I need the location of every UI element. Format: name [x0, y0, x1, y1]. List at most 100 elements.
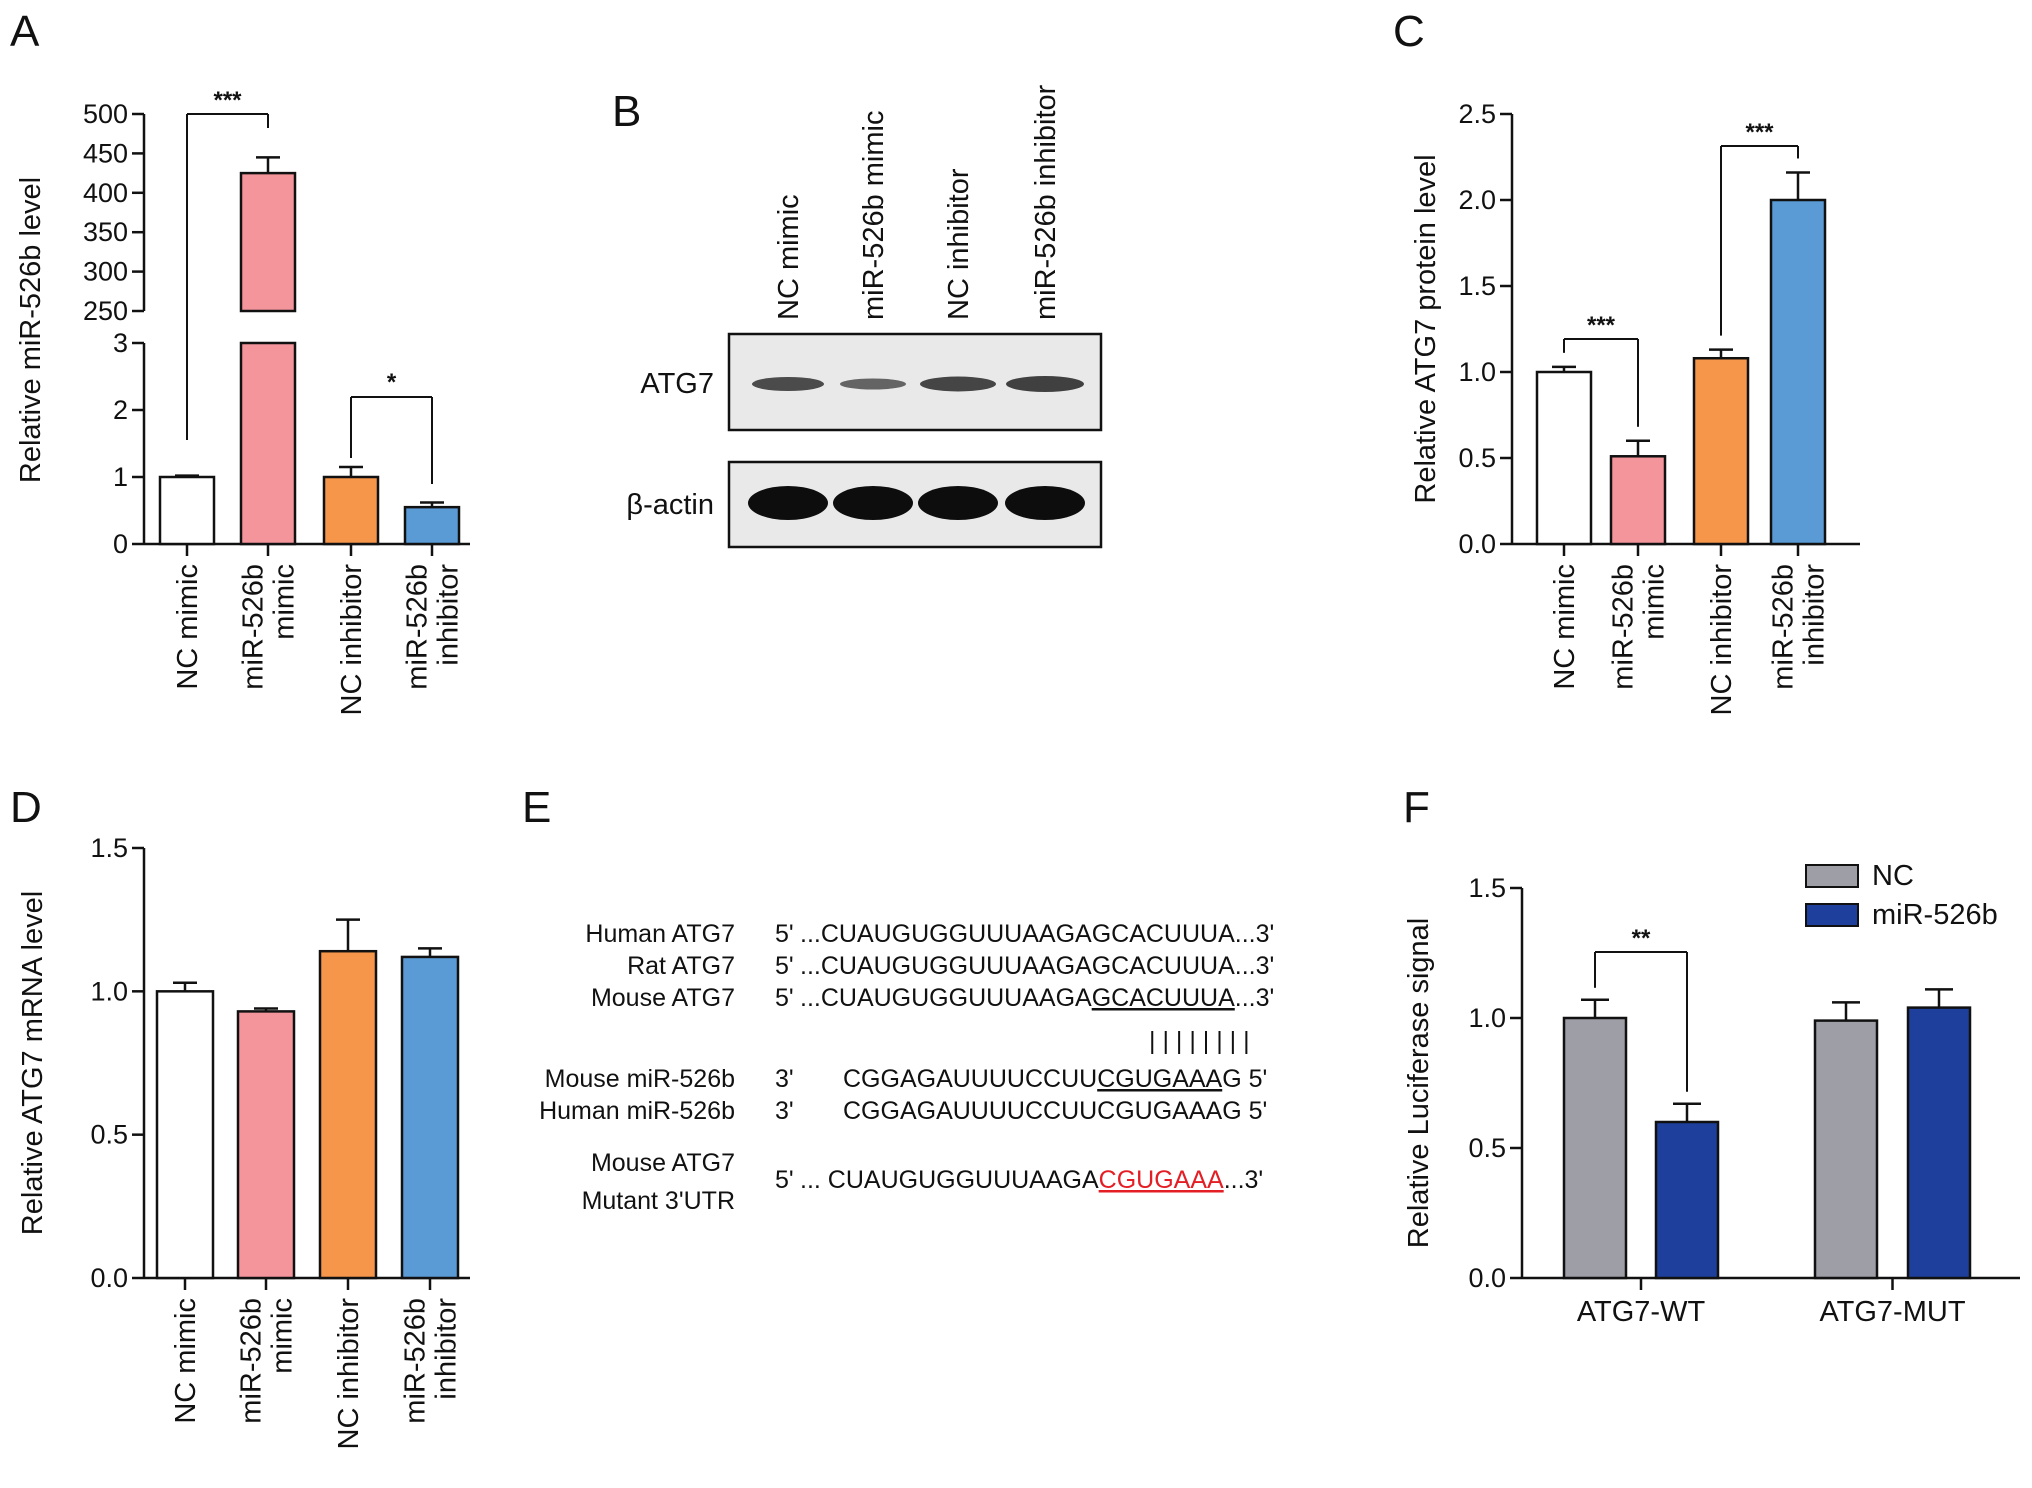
lane-label: miR-526b inhibitor — [1030, 84, 1062, 320]
lane-label: miR-526b mimic — [858, 111, 890, 320]
seq-mouse-mir: CGGAGAUUUUCCUUCGUGAAAG 5' — [843, 1065, 1267, 1093]
atg7-band — [920, 376, 996, 392]
mutant-site: CGUGAAA — [1099, 1166, 1224, 1194]
y-tick-label: 0 — [113, 529, 128, 559]
category-label: ATG7-WT — [1577, 1296, 1706, 1328]
panel-letter-a: A — [10, 7, 40, 56]
y-tick-label: 1 — [113, 462, 128, 492]
pairing-lines: | | | | | | | | — [1149, 1027, 1250, 1055]
panel-letter-f: F — [1403, 783, 1430, 832]
category-label: miR-526b — [402, 564, 434, 690]
seq-name-mouse-mir: Mouse miR-526b — [545, 1065, 735, 1093]
y-tick-label: 0.5 — [90, 1120, 128, 1150]
bar-lower-segment — [239, 341, 297, 546]
category-label: NC mimic — [172, 564, 204, 690]
category-label: NC inhibitor — [336, 564, 368, 716]
y-tick-label: 450 — [83, 138, 128, 168]
bar — [400, 955, 460, 1280]
panel-b-western-blot: NC mimic miR-526b mimic NC inhibitor miR-52… — [626, 84, 1103, 549]
bar-upper-segment — [239, 171, 297, 313]
y-tick-label: 2 — [113, 395, 128, 425]
seq-name-rat-atg7: Rat ATG7 — [627, 952, 735, 980]
y-tick-label: 1.0 — [90, 976, 128, 1006]
bar — [1609, 455, 1667, 546]
category-label: ATG7-MUT — [1819, 1296, 1965, 1328]
seq-prefix-mouse-atg7: 5' — [775, 984, 794, 1012]
category-label: mimic — [1639, 564, 1671, 640]
y-axis-label: Relative ATG7 mRNA level — [17, 891, 49, 1235]
y-tick-label: 0.0 — [1458, 529, 1496, 559]
y-tick-label: 1.0 — [1458, 357, 1496, 387]
actin-band — [1005, 486, 1085, 520]
y-tick-label: 0.0 — [90, 1263, 128, 1293]
y-tick-label: 1.5 — [90, 833, 128, 863]
seq-name-mutant-line2: Mutant 3'UTR — [582, 1187, 735, 1215]
seed-underlined: CGUGAAA — [1097, 1065, 1222, 1093]
y-tick-label: 0.0 — [1468, 1263, 1506, 1293]
actin-band — [918, 486, 998, 520]
bar — [158, 475, 216, 546]
seq-rat-atg7: ...CUAUGUGGUUUAAGAGCACUUUA...3' — [800, 952, 1274, 980]
y-tick-label: 1.5 — [1468, 873, 1506, 903]
seq-prefix-rat-atg7: 5' — [775, 952, 794, 980]
lane-label: NC mimic — [773, 194, 805, 320]
bar — [318, 949, 378, 1280]
atg7-band — [1006, 376, 1084, 392]
seq-name-human-mir: Human miR-526b — [539, 1097, 735, 1125]
seq-prefix-mutant: 5' — [775, 1166, 794, 1194]
category-label: miR-526b — [236, 1298, 268, 1424]
atg7-band — [840, 378, 906, 390]
bar — [403, 505, 461, 546]
bar-miR-526b — [1906, 1006, 1972, 1280]
category-label: NC inhibitor — [333, 1298, 365, 1450]
panel-letter-b: B — [612, 87, 641, 136]
legend-label: miR-526b — [1872, 899, 1998, 931]
seq-human-atg7: ...CUAUGUGGUUUAAGAGCACUUUA...3' — [800, 920, 1274, 948]
significance-stars: ** — [1632, 925, 1651, 952]
seq-prefix-human-atg7: 5' — [775, 920, 794, 948]
y-tick-label: 1.5 — [1458, 271, 1496, 301]
bar — [1535, 370, 1593, 546]
y-tick-label: 400 — [83, 178, 128, 208]
bar — [1692, 356, 1750, 546]
panel-f-chart: 0.0 0.5 1.0 1.5 ATG7-WT ATG7-MUT Relative Luci… — [1403, 860, 2020, 1328]
category-label: NC mimic — [1549, 564, 1581, 690]
seq-prefix-mouse-mir: 3' — [775, 1065, 794, 1093]
y-tick-label: 500 — [83, 99, 128, 129]
seq-mouse-atg7: ...CUAUGUGGUUUAAGAGCACUUUA...3' — [800, 984, 1274, 1012]
y-tick-label: 300 — [83, 257, 128, 287]
y-axis-label: Relative miR-526b level — [15, 177, 47, 483]
seed-site-underlined: GCACUUUA — [1092, 984, 1235, 1012]
y-tick-label: 350 — [83, 217, 128, 247]
significance-stars: *** — [213, 87, 242, 114]
category-label: NC mimic — [170, 1298, 202, 1424]
seq-name-mouse-atg7: Mouse ATG7 — [591, 984, 735, 1012]
bar — [236, 1010, 296, 1280]
category-label: miR-526b — [400, 1298, 432, 1424]
lane-labels: NC mimic miR-526b mimic NC inhibitor miR-52… — [773, 84, 1062, 320]
category-label: miR-526b — [1768, 564, 1800, 690]
seq-human-mir: CGGAGAUUUUCCUUCGUGAAAG 5' — [843, 1097, 1267, 1125]
category-label: miR-526b — [1608, 564, 1640, 690]
bar — [322, 475, 380, 546]
y-tick-label: 1.0 — [1468, 1003, 1506, 1033]
seq-mutant: ... CUAUGUGGUUUAAGACGUGAAA...3' — [800, 1166, 1263, 1194]
legend-swatch — [1805, 864, 1859, 888]
bar-miR-526b — [1654, 1120, 1720, 1280]
actin-band — [748, 486, 828, 520]
atg7-band — [752, 377, 824, 391]
bar — [1769, 198, 1827, 546]
seq-prefix-human-mir: 3' — [775, 1097, 794, 1125]
seq-name-mutant-line1: Mouse ATG7 — [591, 1149, 735, 1177]
y-axis-label: Relative ATG7 protein level — [1410, 154, 1442, 503]
significance-stars: *** — [1587, 312, 1616, 339]
panel-e-sequence-alignment: Human ATG7 5' ...CUAUGUGGUUUAAGAGCACUUUA… — [539, 920, 1274, 1215]
category-label: inhibitor — [1799, 564, 1831, 666]
category-label: miR-526b — [238, 564, 270, 690]
blot-bands — [748, 376, 1085, 520]
seq-name-human-atg7: Human ATG7 — [585, 920, 735, 948]
panel-d-chart: 0.00.51.01.5NC mimic miR-526b mimic NC inhi… — [17, 833, 470, 1450]
panel-letter-d: D — [10, 783, 42, 832]
